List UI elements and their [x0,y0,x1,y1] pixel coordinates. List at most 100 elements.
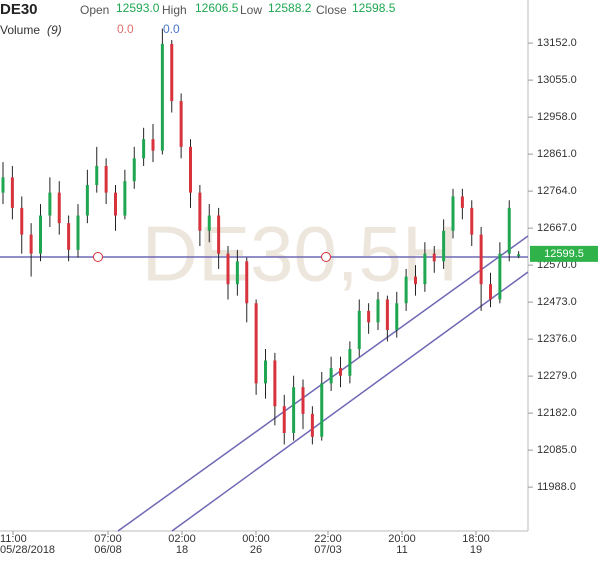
candle-body [310,413,314,437]
y-tick-label: 13152.0 [537,37,577,49]
ohlc-label: Open [80,3,109,17]
y-tick-label: 12473.0 [537,296,577,308]
candle-body [217,215,221,254]
candle-body [339,368,342,376]
x-tick-date: 18 [176,544,188,556]
candle-body [1,177,5,193]
candle-body [123,181,127,216]
x-tick-date: 05/28/2018 [0,544,55,556]
y-tick-label: 12182.0 [537,407,577,419]
candle-body [226,253,230,285]
y-tick-label: 12958.0 [537,111,577,123]
candle-body [170,43,174,102]
y-tick-label: 12764.0 [537,185,577,197]
candle-body [76,215,80,250]
y-tick-label: 12376.0 [537,333,577,345]
ohlc-value: 12593.0 [116,1,160,15]
candle-body [329,368,333,384]
candle-body [264,360,267,384]
candle-body [348,349,352,376]
x-tick-date: 07/03 [314,544,342,556]
candle-body [498,253,502,300]
volume-value: 0.0 [117,22,134,36]
candle-body [460,196,464,208]
ohlc-label: Low [240,3,262,17]
y-tick-label: 12667.0 [537,222,577,234]
candle-body [142,139,146,159]
candle-body [301,387,305,414]
candle-body [57,192,61,224]
candle-body [414,276,417,285]
candle-body [273,360,277,407]
candle-body [20,207,24,235]
x-tick-label: 07:00 [94,533,122,545]
line-handle[interactable] [93,252,103,262]
y-tick-label: 13055.0 [537,74,577,86]
candle-body [423,253,427,285]
candle-body [479,234,483,285]
volume-param: (9) [47,23,62,37]
candle-body [198,192,202,231]
y-tick-label: 12861.0 [537,148,577,160]
symbol: DE30 [0,1,38,18]
line-handle[interactable] [321,252,331,262]
ohlc-value: 12588.2 [268,1,312,15]
candle-body [395,303,399,330]
candle-body [432,253,436,262]
candle-body [207,215,211,231]
x-tick-date: 19 [470,544,482,556]
y-tick-label: 12279.0 [537,370,577,382]
candle-body [376,299,380,323]
watermark: DE30,5H [142,210,459,298]
ohlc-value: 12606.5 [195,1,239,15]
candle-body [104,165,108,193]
candle-body [160,43,164,151]
x-tick-date: 06/08 [94,544,122,556]
volume-label: Volume [0,23,40,37]
candle-body [114,192,117,216]
candle-body [179,101,183,147]
candle-body [320,383,324,437]
candle-body [489,284,492,300]
candle-body [85,185,89,216]
candle-body [245,261,249,304]
candle-body [29,234,33,254]
candle-body [517,254,521,257]
x-tick-date: 26 [250,544,262,556]
candle-body [404,276,408,304]
y-tick-label: 11988.0 [537,481,576,493]
x-tick-label: 18:00 [462,533,490,545]
candle-body [442,230,446,262]
x-tick-label: 02:00 [168,533,196,545]
trend-line [171,271,529,532]
candle-body [451,196,455,231]
candle-body [292,387,296,433]
x-tick-label: 00:00 [242,533,270,545]
candle-body [48,192,52,216]
x-tick-date: 11 [396,544,407,556]
y-tick-label: 12570.0 [537,259,577,271]
candle-body [507,207,511,254]
ohlc-label: High [162,3,187,17]
current-price-box [530,245,598,262]
candle-body [67,223,71,250]
candle-body [10,177,14,208]
y-tick-label: 12085.0 [537,444,577,456]
ohlc-value: 12598.5 [352,1,396,15]
candle-body [151,139,155,151]
candle-body [39,215,42,254]
candle-body [385,299,389,330]
current-price-label: 12599.5 [544,248,584,260]
candle-body [132,158,136,182]
candle-body [254,303,258,384]
candle-body [189,146,192,193]
x-tick-label: 22:00 [314,533,342,545]
x-tick-label: 20:00 [388,533,416,545]
ohlc-label: Close [316,3,347,17]
candle-body [95,165,99,186]
candle-body [282,406,286,433]
x-tick-label: 11:00 [0,533,27,545]
candle-body [357,310,361,350]
volume-value: 0.0 [163,22,180,36]
candle-body [367,310,371,323]
